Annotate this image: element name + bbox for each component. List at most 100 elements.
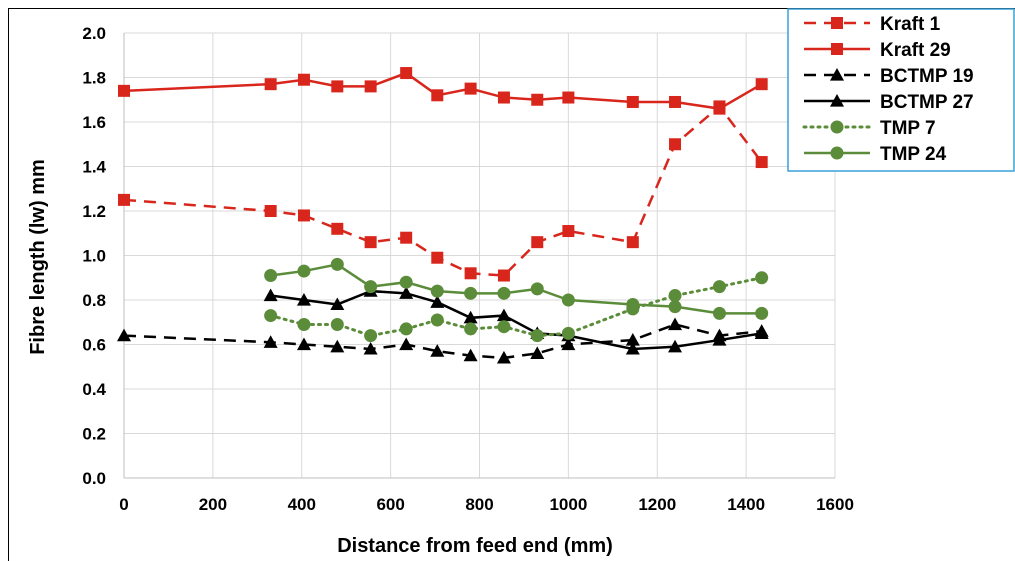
axes [123,33,835,479]
legend-box [787,8,1015,172]
y-tick-label: 1.2 [82,202,106,221]
data-point [331,222,344,235]
legend-marker-bctmp-27 [830,94,844,107]
x-tick-label: 200 [199,495,227,514]
legend-label-kraft-29: Kraft 29 [880,40,951,61]
data-point [755,271,769,285]
data-point [118,193,130,206]
data-point [754,326,769,339]
data-point [625,333,640,346]
series-line-tmp-24 [270,263,762,315]
grid-lines [124,32,836,478]
data-point [297,317,311,331]
data-point [264,205,277,217]
data-point [530,329,544,343]
x-tick-label: 0 [119,495,128,514]
y-tick-label: 2.0 [82,24,106,43]
data-point [297,209,310,222]
data-point [364,236,377,249]
data-point [296,293,311,306]
legend-marker-kraft-1 [831,17,843,29]
data-point [497,91,510,104]
series-line-kraft-1 [123,104,763,277]
data-point [464,267,477,280]
x-tick-label: 1200 [638,495,676,514]
y-tick-label: 0.6 [82,336,106,355]
data-point [431,89,444,102]
legend-label-tmp-24: TMP 24 [880,144,947,165]
y-tick-label: 1.4 [82,158,106,177]
data-point [531,236,544,249]
data-point [297,264,311,278]
y-tick-labels: 0.0 0.2 0.4 0.6 0.8 1.0 1.2 1.4 1.6 1.8 2.0 [82,24,106,488]
data-point [263,335,278,348]
data-point [463,348,478,362]
data-point [331,80,344,93]
legend-marker-tmp-7 [830,120,844,134]
series-kraft-1 [118,100,768,282]
series-line-tmp-7 [269,276,764,338]
y-axis-title: Fibre length (lw) mm [27,159,49,355]
legend-label-tmp-7: TMP 7 [880,118,936,139]
x-tick-label: 1400 [727,495,765,514]
y-tick-label: 0.2 [82,425,106,444]
series-tmp-24 [264,257,769,320]
data-point [626,236,639,249]
y-tick-label: 0.8 [82,291,106,310]
series-kraft-29 [118,67,768,115]
legend-label-bctmp-27: BCTMP 27 [880,92,974,113]
data-point [430,295,445,308]
data-point [364,280,378,294]
legend-marker-bctmp-19 [830,68,844,81]
data-point [530,282,544,296]
x-tick-label: 1000 [549,495,587,514]
data-point [625,341,640,355]
x-tick-labels: 0 200 400 600 800 1000 1200 1400 1600 [119,495,854,514]
data-point [626,95,639,108]
legend-label-kraft-1: Kraft 1 [880,14,941,35]
data-point [713,102,726,115]
data-point [330,339,345,353]
data-point [330,317,344,331]
legend-marker-kraft-29 [831,43,843,55]
data-point [712,333,727,346]
data-point [668,289,682,303]
data-point [430,313,444,327]
data-point [562,225,575,238]
legend: Kraft 1 Kraft 29 BCTMP 19 BCTMP 27 TMP 7 TMP … [787,8,1015,172]
data-point [363,341,378,355]
data-point [400,231,413,244]
data-point [530,346,545,359]
data-point [496,308,511,322]
data-point [399,275,413,289]
data-point [399,322,413,336]
legend-marker-tmp-24 [830,146,844,160]
x-tick-label: 1600 [816,495,854,514]
data-point [364,329,378,343]
data-point [755,78,768,91]
y-tick-label: 1.8 [82,69,106,88]
data-point [400,67,413,80]
x-tick-label: 800 [465,495,493,514]
data-point [531,93,544,106]
data-point [668,339,683,353]
y-tick-label: 1.6 [82,113,106,132]
y-tick-label: 1.0 [82,247,106,266]
data-point [430,344,445,357]
data-point [463,310,478,324]
data-point [497,286,511,300]
data-point [497,269,510,282]
data-point [562,91,575,104]
data-point [669,138,682,151]
data-point [297,73,310,86]
x-tick-label: 400 [288,495,316,514]
data-point [430,284,444,298]
series-tmp-7 [264,271,769,343]
data-point [364,80,377,93]
data-point [561,326,575,340]
data-point [668,317,683,331]
data-point [497,320,511,334]
data-point [263,288,278,302]
data-point [431,251,444,264]
data-point [712,280,726,294]
